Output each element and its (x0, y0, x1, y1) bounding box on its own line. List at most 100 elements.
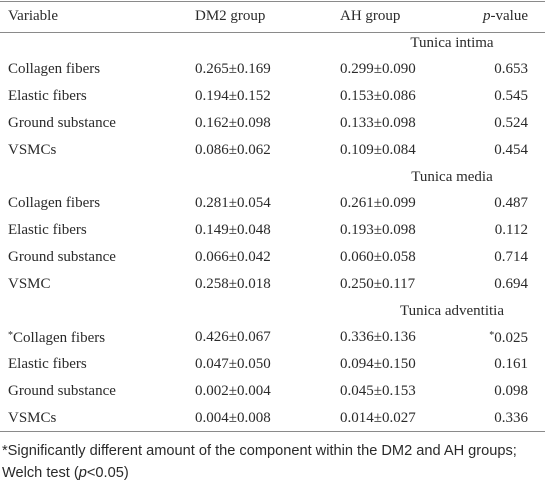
table-cell-text: 0.265±0.169 (195, 61, 271, 77)
table-cell-text: 0.193±0.098 (340, 222, 416, 238)
table-cell-text: VSMCs (8, 410, 57, 426)
footnote-text: *Significantly different amount of the c… (2, 443, 517, 481)
table-cell-text: 0.336 (494, 410, 528, 426)
table-cell-text: 0.112 (494, 222, 528, 238)
table-cell: VSMC (8, 274, 51, 294)
table-cell: Ground substance (8, 247, 116, 267)
header-rule (0, 32, 545, 33)
table-cell-text: 0.047±0.050 (195, 356, 271, 372)
table-cell: Ground substance (8, 113, 116, 133)
table-cell: 0.694 (494, 274, 528, 294)
table-cell: 0.112 (495, 220, 528, 240)
table-cell-text: 0.299±0.090 (340, 61, 416, 77)
table-cell: VSMCs (8, 408, 56, 428)
table-cell: *0.025 (489, 326, 528, 348)
section-title: Tunica adventitia (399, 303, 504, 319)
table-cell-text: 0.653 (494, 61, 528, 77)
header-cell-text: DM2 group (195, 8, 266, 24)
table-cell: 0.098 (494, 381, 528, 401)
table-cell-text: 0.426±0.067 (195, 329, 271, 345)
table-cell-text: 0.153±0.086 (340, 88, 416, 104)
table-cell: Collagen fibers (8, 59, 100, 79)
table-cell: 0.066±0.042 (195, 247, 271, 267)
table-cell-text: 0.002±0.004 (195, 383, 271, 399)
header-cell-text: -value (490, 8, 528, 24)
table-cell-text: 0.454 (494, 142, 528, 158)
table-cell: *Collagen fibers (8, 326, 105, 348)
table-cell: 0.094±0.150 (340, 354, 416, 374)
table-cell: 0.426±0.067 (195, 327, 271, 347)
table-cell-text: Ground substance (8, 115, 116, 131)
table-cell: Elastic fibers (8, 354, 87, 374)
bottom-rule (0, 431, 545, 432)
table-cell: 0.193±0.098 (340, 220, 416, 240)
table-cell-text: 0.487 (494, 195, 528, 211)
table-cell-text: 0.045±0.153 (340, 383, 416, 399)
table-cell: 0.002±0.004 (195, 381, 271, 401)
table-cell-text: 0.098 (494, 383, 528, 399)
table-cell: 0.004±0.008 (195, 408, 271, 428)
footnote: *Significantly different amount of the c… (2, 440, 543, 483)
table-cell-text: 0.133±0.098 (340, 115, 416, 131)
header-cell: Variable (8, 6, 58, 26)
table-cell: 0.258±0.018 (195, 274, 271, 294)
footnote-mark: * (8, 330, 13, 341)
table-cell: 0.281±0.054 (195, 193, 271, 213)
table-cell-text: 0.194±0.152 (195, 88, 271, 104)
header-cell: AH group (340, 6, 400, 26)
table-cell: 0.109±0.084 (340, 140, 416, 160)
table-cell-text: Collagen fibers (8, 195, 101, 211)
table-cell: 0.162±0.098 (195, 113, 271, 133)
footnote-mark: * (489, 330, 495, 341)
table-cell-text: 0.109±0.084 (340, 142, 416, 158)
top-rule (0, 1, 545, 2)
table-cell-text: 0.694 (494, 276, 528, 292)
table-cell: 0.454 (494, 140, 528, 160)
table-cell: 0.149±0.048 (195, 220, 271, 240)
table-cell-text: Ground substance (8, 249, 116, 265)
header-cell-text: Variable (8, 8, 58, 24)
table-cell: 0.161 (494, 354, 528, 374)
table-cell-text: 0.714 (494, 249, 528, 265)
table-cell: VSMCs (8, 140, 56, 160)
section-title: Tunica intima (410, 35, 494, 51)
table-cell: 0.524 (494, 113, 528, 133)
table-cell: Ground substance (8, 381, 116, 401)
table-cell-text: 0.060±0.058 (340, 249, 416, 265)
table-cell: 0.133±0.098 (340, 113, 416, 133)
table-cell-text: 0.261±0.099 (340, 195, 416, 211)
table-cell: 0.060±0.058 (340, 247, 416, 267)
section-title: Tunica media (411, 169, 493, 185)
table-cell-text: 0.524 (494, 115, 528, 131)
header-cell: p-value (483, 6, 528, 26)
table-cell-text: Collagen fibers (13, 330, 106, 346)
header-cell-italic: p (483, 8, 491, 24)
table-cell: 0.047±0.050 (195, 354, 271, 374)
footnote-text: <0.05) (86, 465, 129, 481)
header-cell: DM2 group (195, 6, 265, 26)
table-cell: Elastic fibers (8, 86, 87, 106)
table-cell-text: VSMC (8, 276, 51, 292)
table-cell-text: Ground substance (8, 383, 116, 399)
table-cell: 0.261±0.099 (340, 193, 416, 213)
header-cell-text: AH group (340, 8, 401, 24)
table-cell: 0.014±0.027 (340, 408, 416, 428)
table-cell-text: VSMCs (8, 142, 57, 158)
table-cell: Elastic fibers (8, 220, 87, 240)
table-cell: 0.487 (494, 193, 528, 213)
table-cell-text: 0.161 (494, 356, 528, 372)
footnote-italic: p (78, 465, 87, 481)
table-cell-text: 0.094±0.150 (340, 356, 416, 372)
table-cell: 0.250±0.117 (340, 274, 415, 294)
table-cell-text: 0.281±0.054 (195, 195, 271, 211)
table-cell-text: 0.014±0.027 (340, 410, 416, 426)
table-cell: Collagen fibers (8, 193, 100, 213)
table-cell-text: 0.162±0.098 (195, 115, 271, 131)
table-cell: 0.545 (494, 86, 528, 106)
table-cell-text: Collagen fibers (8, 61, 101, 77)
table-cell-text: 0.250±0.117 (340, 276, 416, 292)
table-cell-text: 0.258±0.018 (195, 276, 271, 292)
table-cell: 0.045±0.153 (340, 381, 416, 401)
table-cell-text: Elastic fibers (8, 88, 87, 104)
